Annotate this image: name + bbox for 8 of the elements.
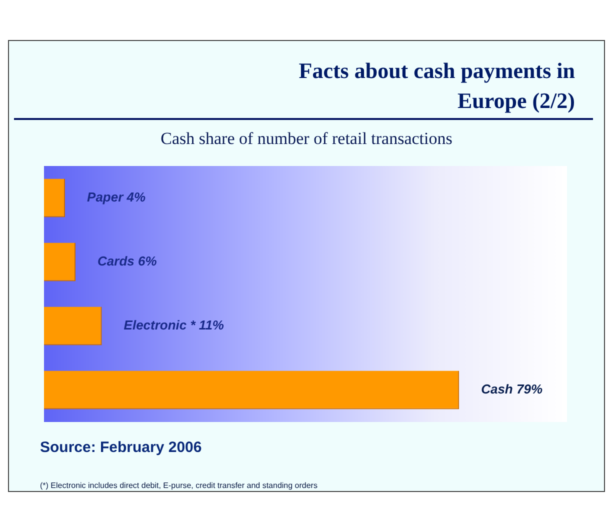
source-note: Source: February 2006 bbox=[40, 439, 202, 456]
chart-subtitle: Cash share of number of retail transactions bbox=[160, 129, 454, 149]
data-label: Cash 79% bbox=[481, 382, 543, 397]
data-label: Electronic * 11% bbox=[124, 318, 224, 333]
chart-title: Facts about cash payments in Europe (2/2) bbox=[298, 57, 575, 115]
data-label: Cards 6% bbox=[98, 254, 158, 269]
text: (*) Electronic includes direct debit, E-purse, credit transfer and standing orders bbox=[40, 481, 318, 490]
data-label: Paper 4% bbox=[87, 190, 146, 205]
